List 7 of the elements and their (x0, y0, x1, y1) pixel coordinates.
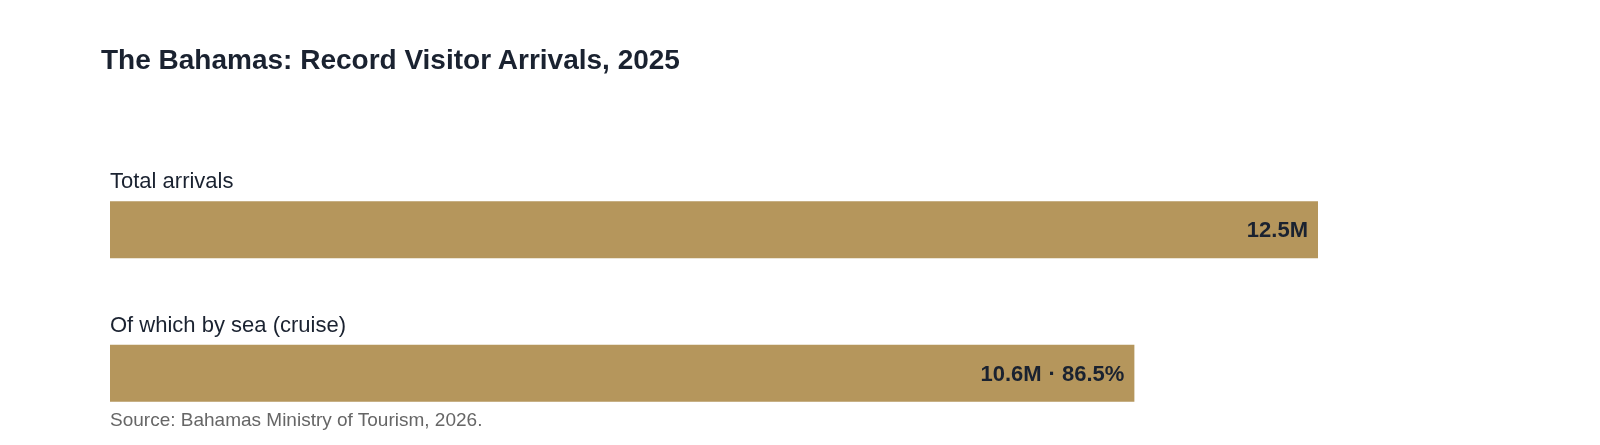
data-label: 10.6M (980, 360, 1042, 386)
chart-title: The Bahamas: Record Visitor Arrivals, 2025 (101, 43, 680, 75)
annotation: Source: Bahamas Ministry of Tourism, 2026. (110, 409, 483, 430)
annotation: · 86.5% (1048, 360, 1125, 386)
data-label: 12.5M (1246, 217, 1308, 243)
y-tick-label: Total arrivals (110, 168, 234, 194)
y-tick-label: Of which by sea (cruise) (110, 311, 346, 337)
